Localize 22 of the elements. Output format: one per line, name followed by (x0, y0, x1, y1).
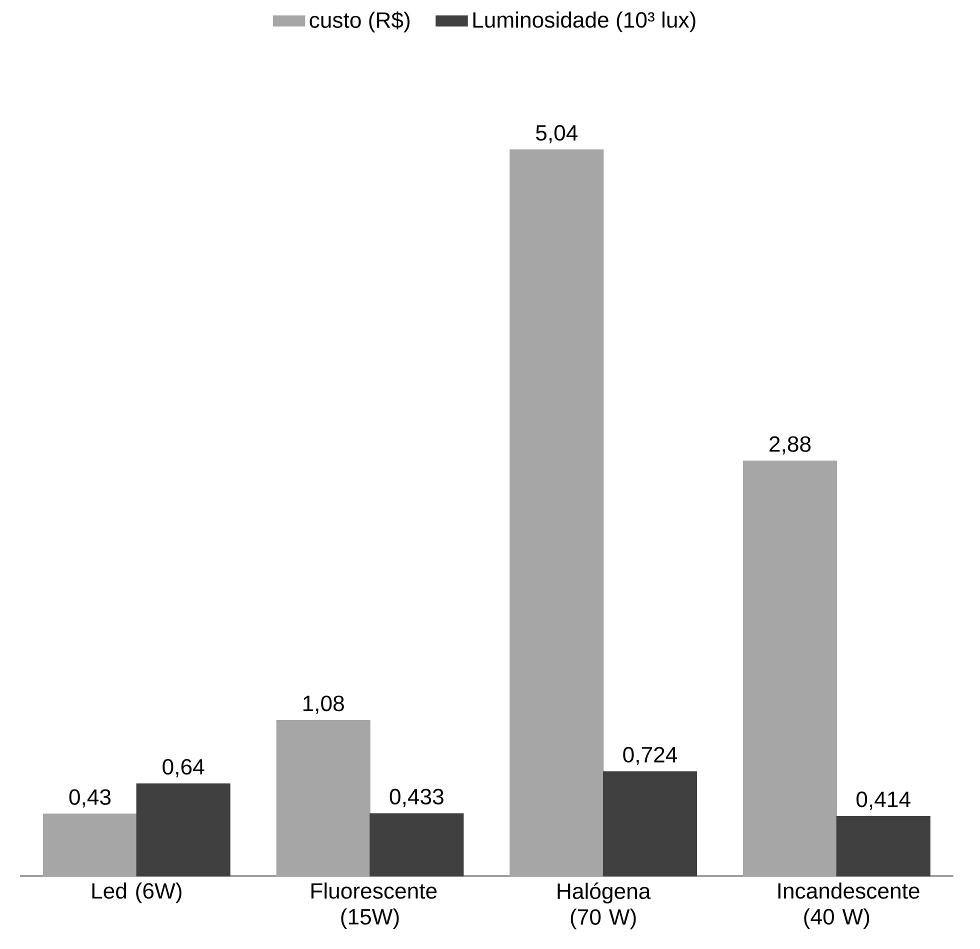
data-label: 1,08 (303, 695, 344, 714)
bar (510, 149, 604, 876)
data-label: 0,414 (856, 791, 910, 810)
bar (136, 783, 230, 876)
bar (42, 814, 138, 876)
x-tick-label: Led (6W) (92, 882, 182, 903)
data-label: 0,64 (162, 758, 204, 778)
bar (836, 816, 930, 876)
bar (742, 460, 838, 876)
data-label: 5,04 (536, 124, 578, 144)
bar (602, 771, 698, 876)
data-label: 0,43 (69, 789, 111, 808)
data-label: 2,88 (770, 436, 811, 454)
x-tick-label: Halógena (70 W) (558, 882, 651, 930)
legend-label: Luminosidade (10³ lux) (473, 11, 696, 32)
x-tick-label: Incandescente (40 W) (778, 882, 920, 929)
bar (276, 720, 370, 876)
legend-label: custo (R$) (310, 11, 410, 32)
x-tick-label: Fluorescente (15W) (311, 882, 437, 929)
bar (370, 813, 464, 876)
data-label: 0,724 (623, 746, 678, 766)
data-label: 0,433 (390, 788, 444, 807)
